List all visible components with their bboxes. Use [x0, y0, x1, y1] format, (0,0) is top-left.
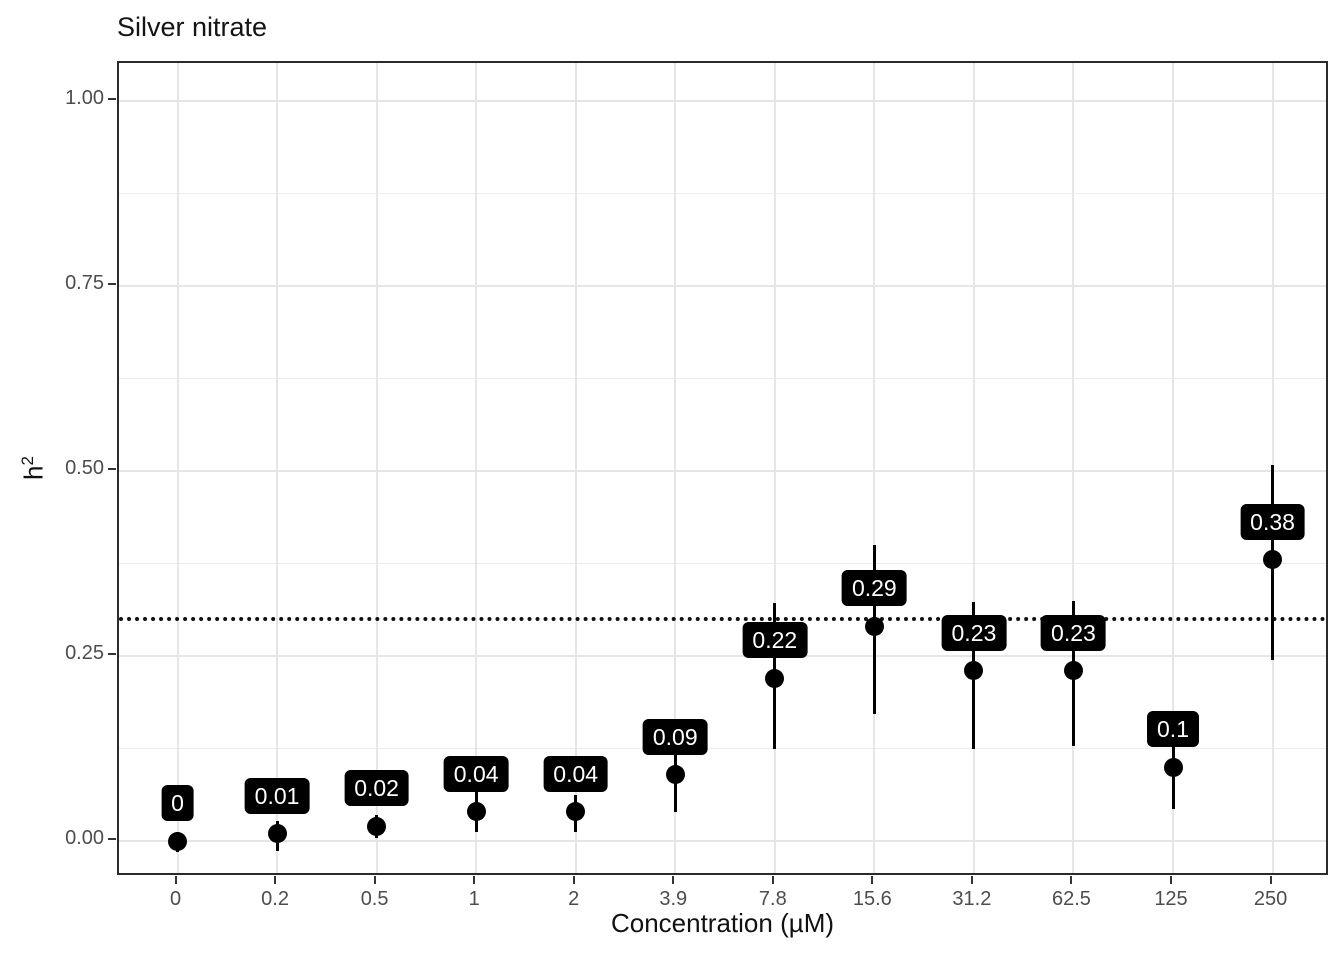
plot-panel: 0 0.01 0.02 0.04 0.04 0.09 0.22 0.29 0.23 0.23 0.1…	[117, 61, 1328, 875]
y-axis-tick-label: 1.00	[65, 86, 104, 109]
gridline-major	[119, 469, 1326, 472]
x-axis-tick-label: 15.6	[852, 888, 892, 910]
gridline-vertical	[972, 63, 975, 873]
y-axis-tick	[108, 838, 116, 841]
value-label: 0.23	[1041, 614, 1106, 651]
data-point	[1163, 757, 1183, 777]
gridline-minor	[119, 748, 1326, 750]
value-label: 0.09	[642, 718, 708, 755]
gridline-major	[119, 655, 1326, 658]
x-axis-tick-label: 3.9	[659, 888, 688, 910]
gridline-vertical	[773, 63, 776, 873]
x-axis-tick-label: 0.5	[360, 888, 389, 910]
gridline-vertical	[176, 63, 179, 873]
gridline-vertical	[475, 63, 478, 873]
value-label: 0.01	[244, 777, 310, 814]
y-axis-tick-label: 0.25	[65, 642, 104, 665]
data-point	[665, 765, 685, 785]
data-point	[864, 616, 884, 636]
x-axis-tick	[274, 876, 277, 884]
reference-line	[119, 617, 1326, 622]
data-point	[168, 831, 187, 851]
gridline-vertical	[276, 63, 279, 873]
gridline-vertical	[1072, 63, 1075, 873]
gridline-vertical	[674, 63, 677, 873]
x-axis-tick-label: 250	[1253, 888, 1288, 910]
value-label: 0.04	[543, 755, 609, 792]
gridline-vertical	[1172, 63, 1174, 873]
y-axis-tick	[108, 282, 116, 285]
x-axis-tick	[373, 876, 376, 884]
y-axis-tick	[108, 97, 116, 100]
value-label: 0.22	[742, 622, 808, 659]
x-axis-tick-label: 1	[468, 888, 480, 910]
y-axis-tick	[108, 467, 116, 470]
gridline-major	[119, 99, 1326, 102]
data-point	[964, 661, 984, 681]
x-axis-tick-label: 62.5	[1051, 888, 1091, 910]
y-axis-tick-label: 0.00	[65, 827, 104, 850]
x-axis-tick	[970, 876, 973, 884]
value-label: 0.29	[841, 570, 907, 607]
gridline-major	[119, 840, 1326, 843]
value-label: 0.1	[1147, 711, 1199, 748]
value-label: 0.38	[1240, 503, 1305, 540]
value-label: 0.04	[443, 755, 509, 792]
data-point	[367, 816, 387, 836]
x-axis-tick-label: 0.2	[261, 888, 289, 910]
data-point	[566, 802, 586, 822]
x-axis-tick-label: 2	[568, 888, 580, 910]
x-axis-tick-label: 7.8	[758, 888, 787, 910]
data-point	[466, 802, 486, 822]
y-axis-tick	[108, 653, 116, 656]
x-axis-tick	[1170, 876, 1172, 884]
gridline-vertical	[873, 63, 876, 873]
x-axis-tick	[871, 876, 874, 884]
x-axis-tick	[1269, 876, 1272, 884]
value-label: 0	[161, 785, 194, 822]
gridline-vertical	[375, 63, 378, 873]
gridline-major	[119, 284, 1326, 287]
data-point	[1263, 550, 1283, 570]
chart-title: Silver nitrate	[117, 12, 268, 42]
value-label: 0.02	[344, 770, 409, 807]
x-axis-tick-label: 0	[169, 888, 182, 910]
data-point	[267, 824, 287, 844]
x-axis-tick-label: 125	[1154, 888, 1188, 910]
gridline-minor	[119, 192, 1326, 194]
y-axis-tick-label: 0.75	[65, 271, 104, 294]
x-axis-title: Concentration (µM)	[610, 908, 835, 938]
x-axis-tick	[174, 876, 177, 884]
x-axis-tick-label: 31.2	[952, 888, 992, 910]
gridline-minor	[119, 377, 1326, 379]
value-label: 0.23	[941, 614, 1007, 651]
x-axis-tick	[1070, 876, 1073, 884]
gridline-minor	[119, 563, 1326, 565]
x-axis-tick	[572, 876, 575, 884]
x-axis-tick	[771, 876, 774, 884]
data-point	[1063, 661, 1083, 681]
x-axis-tick	[473, 876, 476, 884]
x-axis-tick	[672, 876, 675, 884]
data-point	[765, 668, 785, 688]
gridline-vertical	[574, 63, 577, 873]
y-axis-tick-label: 0.50	[65, 456, 104, 479]
